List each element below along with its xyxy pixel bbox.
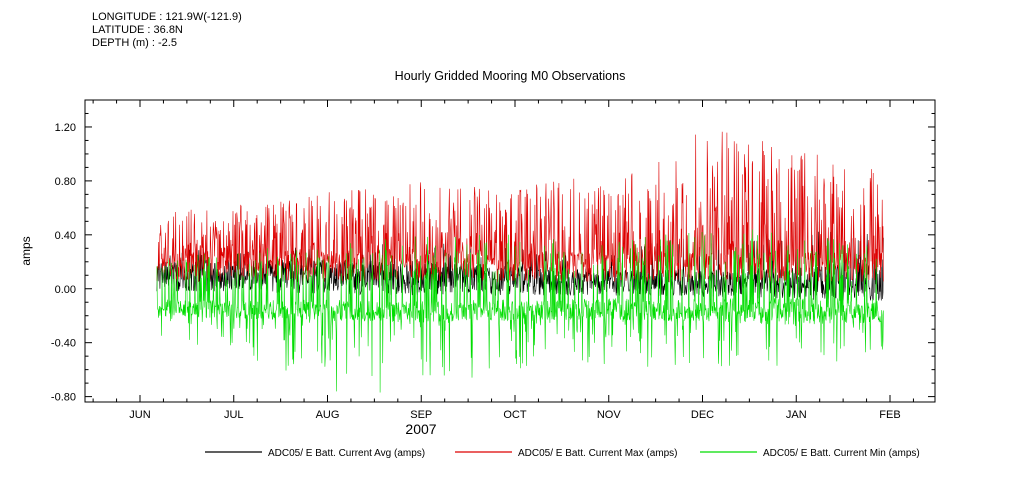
y-tick-label: 0.80 — [55, 176, 76, 188]
series-line-min — [156, 229, 884, 393]
y-tick-label: -0.80 — [51, 392, 76, 404]
x-tick-label: JAN — [786, 409, 807, 421]
header-depth: DEPTH (m) : -2.5 — [92, 37, 177, 49]
x-tick-label: JUL — [224, 409, 244, 421]
header-latitude: LATITUDE : 36.8N — [92, 24, 183, 36]
x-tick-label: SEP — [410, 409, 432, 421]
legend-label-min: ADC05/ E Batt. Current Min (amps) — [763, 448, 920, 459]
y-tick-label: 0.00 — [55, 284, 76, 296]
x-tick-label: AUG — [316, 409, 340, 421]
x-tick-label: OCT — [503, 409, 527, 421]
plot-frame — [84, 99, 936, 403]
x-tick-label: DEC — [691, 409, 714, 421]
series-line-max — [156, 131, 884, 283]
y-tick-labels: -0.80 -0.40 0.00 0.40 0.80 1.20 — [51, 122, 76, 404]
chart-title: Hourly Gridded Mooring M0 Observations — [395, 69, 626, 83]
axis-ticks — [85, 99, 935, 402]
legend-label-max: ADC05/ E Batt. Current Max (amps) — [518, 448, 678, 459]
x-tick-label: FEB — [879, 409, 900, 421]
y-axis-label: amps — [19, 236, 33, 265]
x-tick-label: JUN — [129, 409, 150, 421]
y-tick-label: -0.40 — [51, 338, 76, 350]
header-longitude: LONGITUDE : 121.9W(-121.9) — [92, 11, 242, 23]
year-label: 2007 — [405, 421, 436, 437]
y-tick-label: 1.20 — [55, 122, 76, 134]
x-tick-label: NOV — [597, 409, 622, 421]
series-lines — [156, 131, 884, 393]
y-tick-label: 0.40 — [55, 230, 76, 242]
legend: ADC05/ E Batt. Current Avg (amps) ADC05/… — [205, 448, 920, 459]
x-tick-labels: JUN JUL AUG SEP OCT NOV DEC JAN FEB — [129, 409, 900, 421]
legend-label-avg: ADC05/ E Batt. Current Avg (amps) — [268, 448, 425, 459]
